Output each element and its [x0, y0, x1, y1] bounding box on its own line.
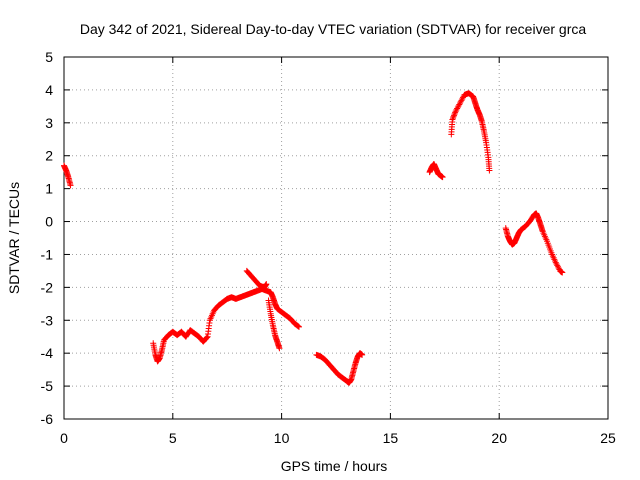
data-point [455, 102, 462, 109]
x-tick-label: 15 [383, 430, 399, 446]
data-point [554, 263, 561, 270]
data-point [295, 323, 302, 330]
data-points-layer [61, 90, 566, 386]
data-point [439, 174, 446, 181]
x-tick-label: 25 [600, 430, 616, 446]
data-point [552, 259, 559, 266]
tick-layer: 0 5 10 15 20 25 -6 -5 -4 -3 -2 -1 0 1 2 3 4 5 [41, 49, 616, 446]
y-tick-label: 3 [45, 115, 53, 131]
data-point [451, 111, 458, 118]
data-point [449, 115, 456, 122]
data-point [486, 167, 493, 174]
data-point [457, 98, 464, 105]
y-axis-label: SDTVAR / TECUs [6, 182, 22, 294]
x-tick-label: 10 [274, 430, 290, 446]
y-tick-label: -3 [41, 312, 54, 328]
data-point [458, 97, 465, 104]
y-tick-label: 1 [45, 181, 53, 197]
data-point [459, 94, 466, 101]
y-tick-label: -5 [41, 378, 54, 394]
data-point [453, 106, 460, 113]
data-point [203, 334, 210, 341]
data-point [451, 112, 458, 119]
grid-layer [64, 57, 608, 419]
data-point [553, 261, 560, 268]
data-point [459, 95, 466, 102]
data-point [454, 105, 461, 112]
y-tick-label: -4 [41, 345, 54, 361]
plot-frame [63, 56, 609, 420]
y-tick-label: 0 [45, 214, 53, 230]
data-point [359, 351, 366, 358]
chart-title: Day 342 of 2021, Sidereal Day-to-day VTE… [80, 21, 586, 37]
x-tick-label: 5 [169, 430, 177, 446]
data-point [294, 322, 301, 329]
y-tick-label: -1 [41, 246, 54, 262]
data-point [276, 345, 283, 352]
data-point [452, 109, 459, 116]
data-point [555, 265, 562, 272]
y-tick-label: 4 [45, 82, 53, 98]
y-tick-label: -6 [41, 411, 54, 427]
data-point [263, 281, 270, 288]
data-point [559, 269, 566, 276]
y-tick-label: 2 [45, 148, 53, 164]
x-axis-label: GPS time / hours [281, 458, 388, 474]
data-point [454, 104, 461, 111]
data-point [456, 101, 463, 108]
y-tick-label: 5 [45, 49, 53, 65]
data-point [449, 116, 456, 123]
data-point [452, 108, 459, 115]
data-point [67, 182, 74, 189]
data-point [450, 113, 457, 120]
y-tick-label: -2 [41, 279, 54, 295]
x-tick-label: 20 [491, 430, 507, 446]
data-point [296, 323, 303, 330]
x-tick-label: 0 [60, 430, 68, 446]
data-point [554, 262, 561, 269]
data-point [457, 100, 464, 107]
